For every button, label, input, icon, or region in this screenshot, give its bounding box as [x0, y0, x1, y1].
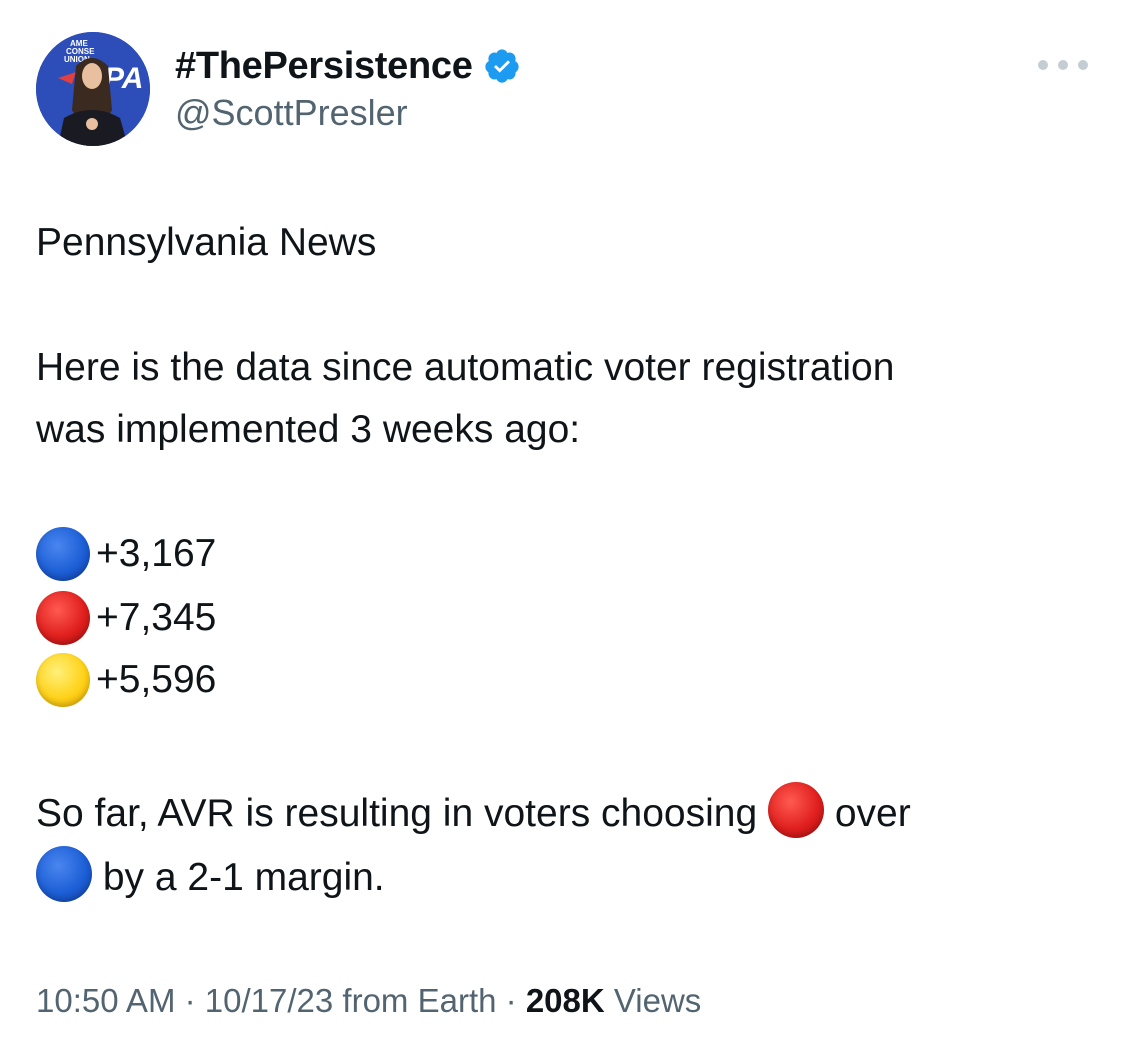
blue-circle-emoji [36, 527, 90, 581]
yellow-circle-emoji [36, 653, 90, 707]
tweet-text-line: Here is the data since automatic voter r… [36, 346, 895, 389]
stat-row-red: +7,345 [36, 590, 216, 646]
stat-value: +5,596 [96, 658, 217, 701]
blue-circle-emoji [36, 846, 92, 902]
stat-row-blue: +3,167 [36, 526, 216, 582]
display-name[interactable]: #ThePersistence [175, 44, 473, 87]
avatar-text-3: UNION [64, 55, 90, 64]
more-options-icon[interactable] [1038, 50, 1088, 80]
red-circle-emoji [36, 591, 90, 645]
tweet-time[interactable]: 10:50 AM [36, 982, 176, 1019]
stat-row-yellow: +5,596 [36, 652, 216, 708]
separator: · [184, 982, 196, 1019]
tweet-conclusion-line2: by a 2-1 margin. [36, 846, 385, 902]
conclusion-text: over [834, 792, 911, 835]
tweet-date[interactable]: 10/17/23 [204, 982, 334, 1019]
tweet-text-line: was implemented 3 weeks ago: [36, 408, 581, 451]
more-dot [1058, 60, 1068, 70]
author-handle[interactable]: @ScottPresler [175, 92, 408, 133]
verified-badge-icon [484, 49, 519, 83]
tweet-source: from Earth [342, 982, 497, 1019]
conclusion-text: So far, AVR is resulting in voters choos… [36, 792, 758, 835]
stat-value: +7,345 [96, 596, 217, 639]
avatar-text-1: AME [70, 39, 88, 48]
more-dot [1078, 60, 1088, 70]
red-circle-emoji [767, 782, 824, 838]
tweet-text-heading: Pennsylvania News [36, 221, 377, 264]
avatar-text-4: PA [104, 62, 143, 95]
more-dot [1038, 60, 1048, 70]
author-avatar[interactable]: AME CONSE UNION PA [36, 32, 150, 146]
views-label[interactable]: Views [613, 982, 702, 1019]
tweet-metadata: 10:50 AM · 10/17/23 from Earth · 208K Vi… [36, 982, 701, 1020]
stat-value: +3,167 [96, 532, 217, 575]
tweet-conclusion-line1: So far, AVR is resulting in voters choos… [36, 782, 911, 838]
views-count[interactable]: 208K [525, 982, 605, 1019]
conclusion-text: by a 2-1 margin. [102, 856, 385, 899]
display-name-row[interactable]: #ThePersistence [175, 40, 521, 92]
avatar-text-2: CONSE [66, 47, 95, 56]
separator: · [505, 982, 517, 1019]
profile-photo: AME CONSE UNION PA [36, 32, 150, 146]
